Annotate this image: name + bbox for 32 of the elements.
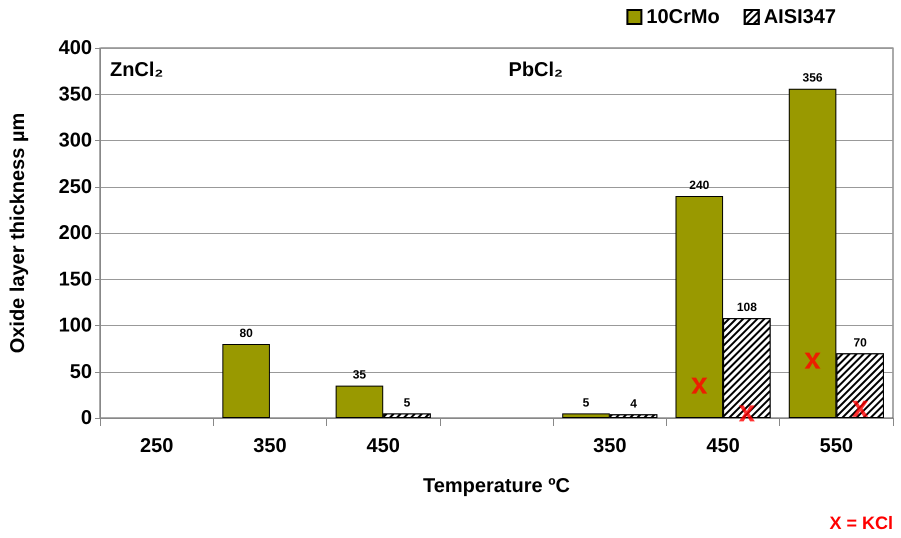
x-axis-title: Temperature ºC xyxy=(423,475,570,497)
data-label: 4 xyxy=(630,396,638,410)
x-tick-label: 250 xyxy=(140,435,174,457)
data-label: 240 xyxy=(689,178,710,192)
data-label: 5 xyxy=(582,395,590,410)
x-tick-label: 450 xyxy=(706,435,740,457)
x-tick-label: 350 xyxy=(593,435,626,457)
data-label: 356 xyxy=(802,70,823,85)
x-tick-label: 550 xyxy=(820,435,854,457)
y-tick-label: 400 xyxy=(58,37,92,59)
x-tick-label: 350 xyxy=(253,435,287,457)
y-tick-label: 200 xyxy=(58,222,92,244)
annotation: ZnCl₂ xyxy=(110,59,164,81)
data-label: 5 xyxy=(404,395,411,410)
legend-label: AISI347 xyxy=(764,6,836,28)
x-tick-label: 450 xyxy=(366,435,400,457)
y-tick-label: 100 xyxy=(58,314,92,336)
bar xyxy=(222,344,270,418)
annotation: PbCl₂ xyxy=(508,59,563,81)
y-tick-label: 50 xyxy=(70,360,92,383)
data-label: 35 xyxy=(352,368,366,382)
y-tick-label: 350 xyxy=(58,83,92,106)
y-tick-label: 150 xyxy=(58,268,92,290)
legend-label: 10CrMo xyxy=(646,6,720,28)
y-tick-label: 300 xyxy=(58,130,92,152)
y-tick-label: 0 xyxy=(80,407,92,429)
data-label: 70 xyxy=(853,335,868,350)
data-label: 108 xyxy=(736,300,758,314)
text: X = KCl xyxy=(829,513,894,533)
data-label: 80 xyxy=(239,326,254,340)
y-tick-label: 250 xyxy=(58,176,92,198)
y-axis-title: Oxide layer thickness µm xyxy=(7,112,29,354)
